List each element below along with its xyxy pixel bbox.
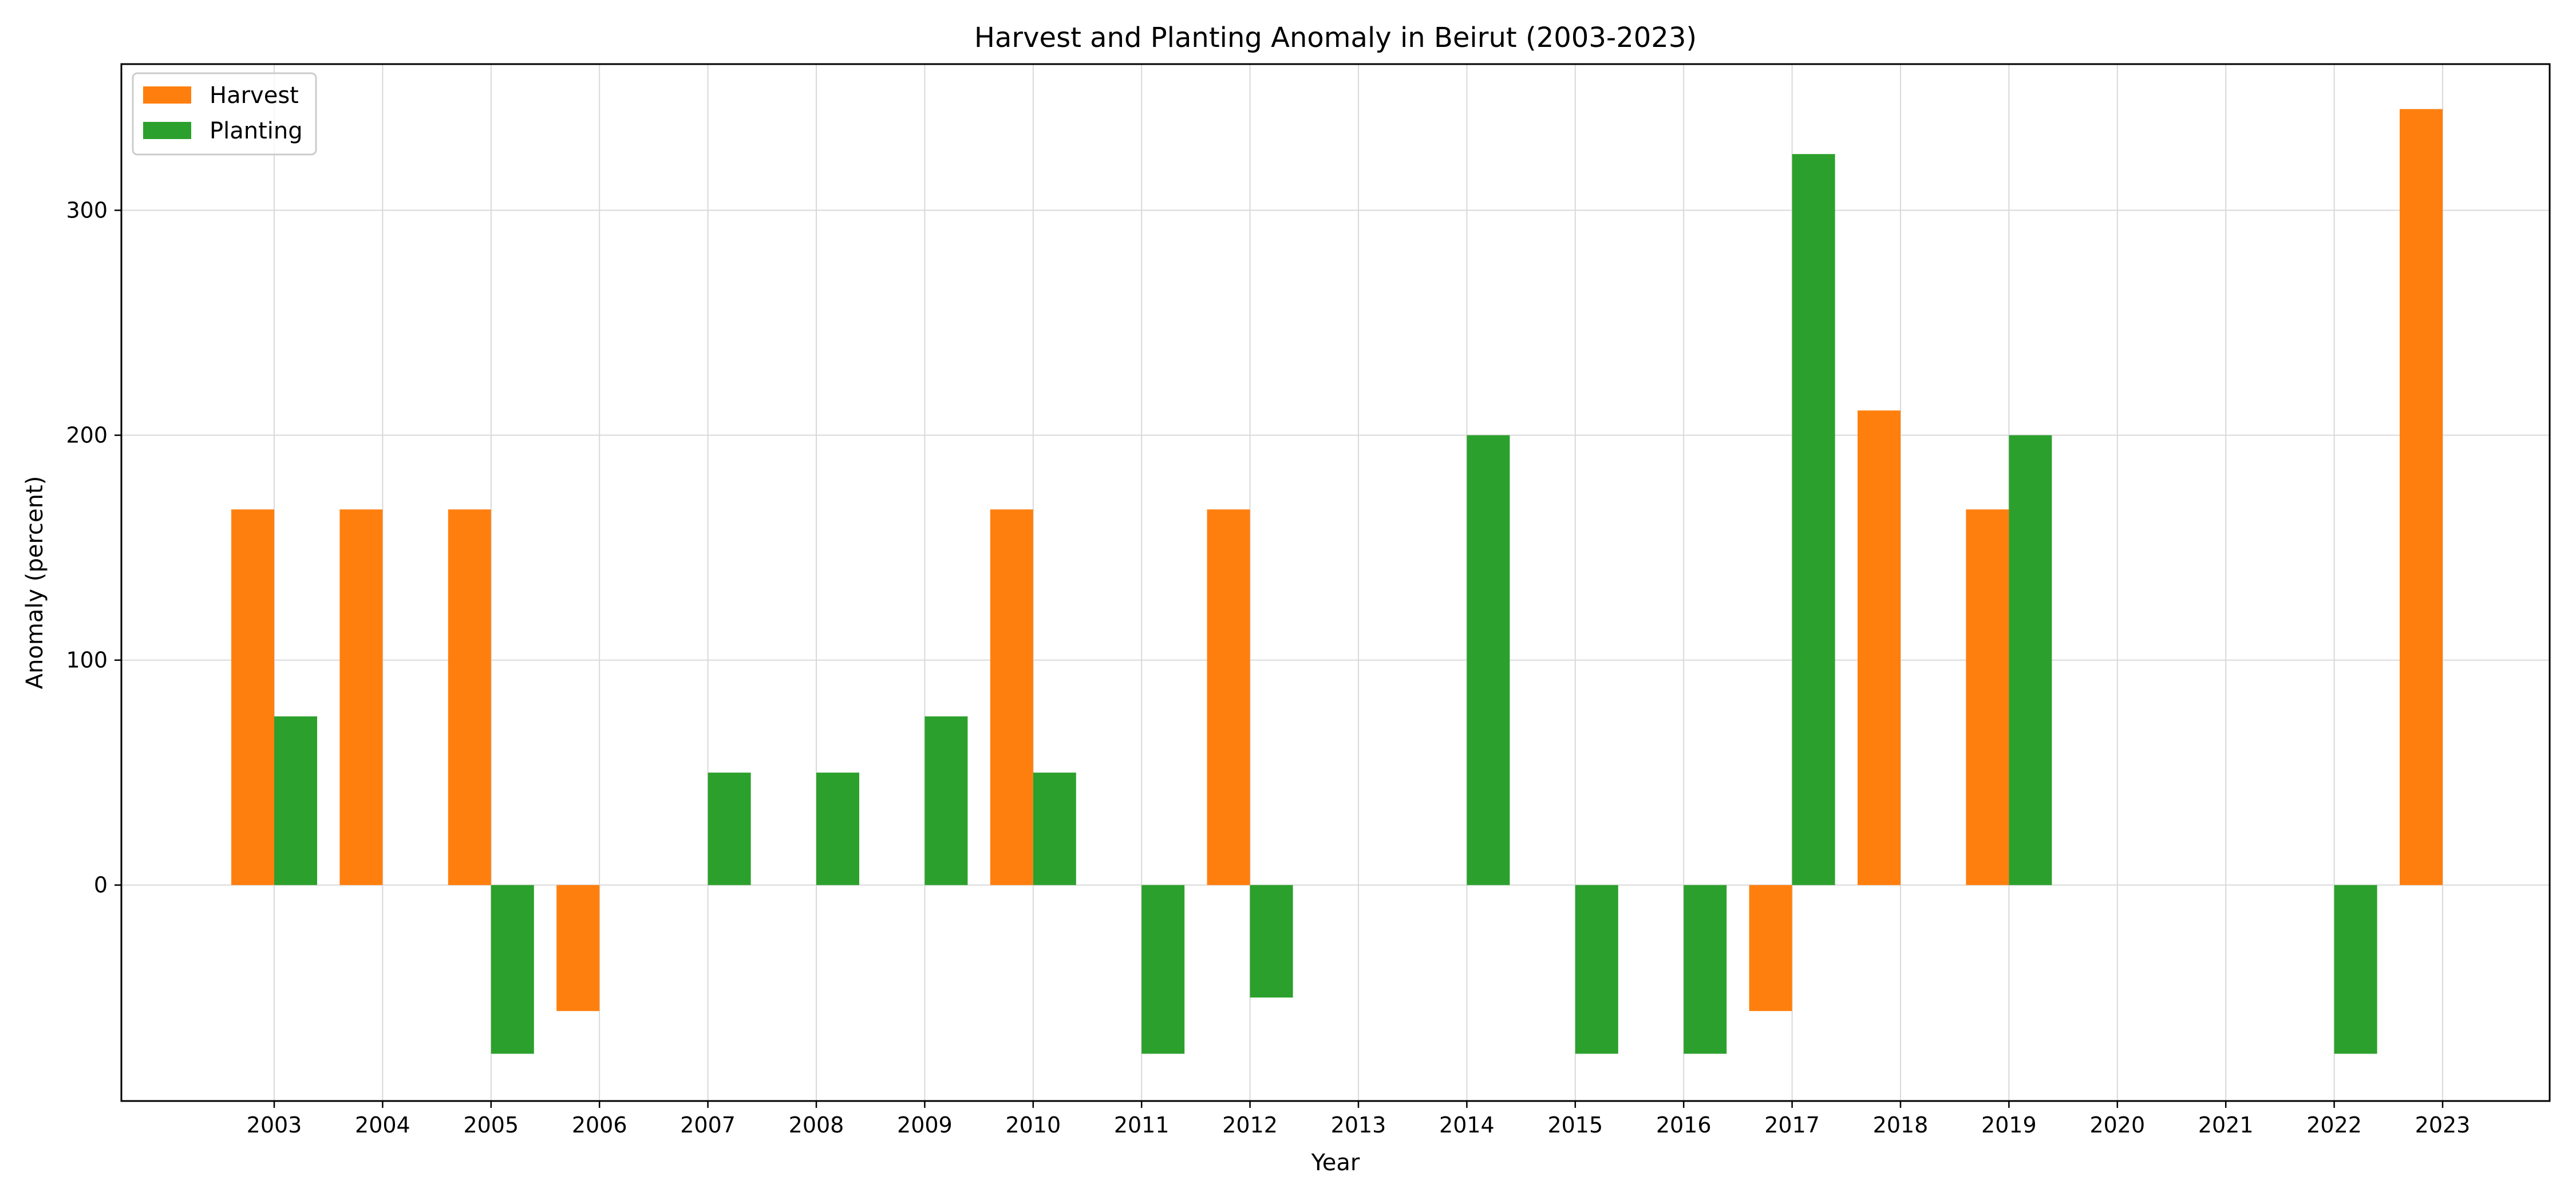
- chart-title: Harvest and Planting Anomaly in Beirut (…: [974, 22, 1697, 54]
- bar-harvest-2023: [2400, 109, 2443, 885]
- x-tick-label: 2020: [2089, 1112, 2145, 1138]
- x-tick-label: 2008: [789, 1112, 844, 1138]
- bar-harvest-2005: [448, 509, 491, 885]
- bar-planting-2014: [1467, 435, 1510, 885]
- legend-swatch-planting: [143, 122, 191, 139]
- bar-planting-2019: [2009, 435, 2052, 885]
- x-axis-label: Year: [1311, 1150, 1360, 1176]
- x-tick-label: 2019: [1981, 1112, 2037, 1138]
- y-tick-label: 0: [94, 873, 108, 898]
- x-tick-label: 2007: [680, 1112, 736, 1138]
- bar-planting-2010: [1033, 773, 1076, 885]
- x-tick-label: 2022: [2306, 1112, 2362, 1138]
- bar-planting-2003: [274, 716, 317, 885]
- x-tick-label: 2021: [2198, 1112, 2254, 1138]
- bar-planting-2017: [1792, 154, 1835, 885]
- bar-planting-2011: [1141, 885, 1185, 1054]
- plot-frame: [120, 63, 2551, 1102]
- bar-planting-2008: [816, 773, 859, 885]
- bar-planting-2015: [1575, 885, 1618, 1054]
- legend-swatch-harvest: [143, 86, 191, 104]
- x-tick-label: 2010: [1005, 1112, 1061, 1138]
- x-tick-label: 2004: [355, 1112, 410, 1138]
- y-axis-label: Anomaly (percent): [22, 476, 48, 690]
- x-tick-label: 2016: [1656, 1112, 1712, 1138]
- legend-label-planting: Planting: [210, 118, 303, 144]
- x-tick-label: 2011: [1114, 1112, 1170, 1138]
- x-tick-label: 2003: [247, 1112, 302, 1138]
- bar-harvest-2017: [1749, 885, 1792, 1011]
- bar-planting-2016: [1684, 885, 1727, 1054]
- y-tick-label: 300: [66, 197, 108, 223]
- x-tick-label: 2013: [1331, 1112, 1386, 1138]
- y-tick-label: 200: [66, 423, 108, 448]
- bar-harvest-2003: [231, 509, 274, 885]
- legend-label-harvest: Harvest: [210, 82, 299, 109]
- x-tick-label: 2012: [1222, 1112, 1278, 1138]
- x-tick-label: 2006: [572, 1112, 627, 1138]
- bar-planting-2009: [924, 716, 968, 885]
- x-tick-label: 2015: [1547, 1112, 1603, 1138]
- x-tick-label: 2023: [2415, 1112, 2471, 1138]
- bar-harvest-2019: [1966, 509, 2009, 885]
- bar-planting-2022: [2334, 885, 2377, 1054]
- y-tick-label: 100: [66, 648, 108, 673]
- bar-planting-2012: [1250, 885, 1293, 998]
- bar-planting-2007: [708, 773, 751, 885]
- legend: Harvest Planting: [132, 72, 317, 156]
- x-tick-label: 2017: [1764, 1112, 1820, 1138]
- bar-harvest-2012: [1207, 509, 1250, 885]
- x-tick-label: 2018: [1873, 1112, 1929, 1138]
- bar-harvest-2018: [1858, 410, 1901, 885]
- bars: [231, 109, 2443, 1054]
- bar-harvest-2010: [990, 509, 1033, 885]
- axis-ticks: 2003 2004 2005 2006 2007 2008 2009 2010 2011 2012…: [66, 197, 2470, 1138]
- bar-harvest-2006: [556, 885, 600, 1011]
- x-tick-label: 2014: [1439, 1112, 1495, 1138]
- bar-harvest-2004: [339, 509, 383, 885]
- bar-planting-2005: [491, 885, 534, 1054]
- x-tick-label: 2005: [463, 1112, 519, 1138]
- x-tick-label: 2009: [897, 1112, 953, 1138]
